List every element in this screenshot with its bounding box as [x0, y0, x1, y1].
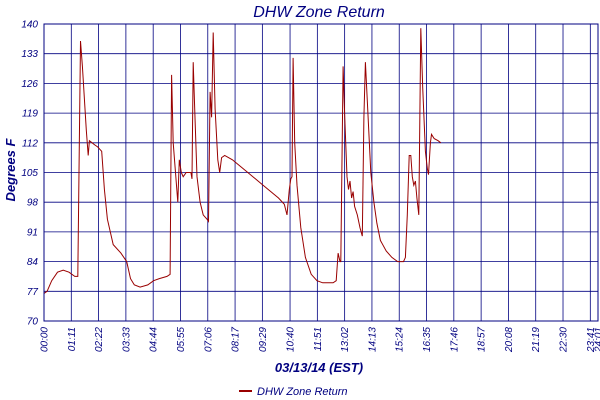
y-tick-label: 133 [21, 49, 38, 60]
y-tick-label: 91 [27, 227, 38, 238]
series-line [43, 28, 442, 294]
x-tick-label: 02:22 [94, 327, 105, 352]
y-axis-title: Degrees F [3, 138, 18, 202]
chart-title: DHW Zone Return [253, 4, 385, 21]
x-tick-label: 22:30 [559, 327, 570, 353]
x-tick-label: 16:35 [422, 327, 433, 352]
legend: DHW Zone Return [239, 386, 347, 398]
legend-label: DHW Zone Return [257, 386, 347, 398]
y-tick-label: 112 [22, 138, 38, 149]
x-tick-label: 07:06 [203, 327, 214, 352]
x-tick-label: 15:24 [395, 327, 406, 352]
x-tick-label: 21:19 [531, 327, 542, 353]
x-tick-label: 17:46 [449, 327, 460, 352]
y-tick-label: 84 [27, 257, 39, 268]
x-axis-ticks: 00:00 01:11 02:22 03:33 04:44 05:55 07:06 08:17… [40, 327, 600, 353]
y-tick-label: 119 [22, 109, 38, 120]
y-tick-label: 98 [27, 198, 39, 209]
x-tick-label: 04:44 [149, 327, 160, 352]
y-tick-label: 126 [21, 79, 38, 90]
x-tick-label: 13:02 [340, 327, 351, 352]
x-tick-label: 11:51 [313, 327, 324, 351]
x-tick-label: 20:08 [504, 327, 515, 353]
x-tick-label: 05:55 [176, 327, 187, 352]
x-tick-label: 14:13 [367, 327, 378, 352]
x-tick-label: 09:29 [258, 327, 269, 352]
y-tick-label: 140 [21, 20, 38, 31]
y-tick-label: 105 [21, 168, 38, 179]
y-tick-label: 77 [27, 287, 39, 298]
x-axis-title: 03/13/14 (EST) [275, 360, 363, 375]
x-tick-label: 23:41 [586, 327, 597, 353]
x-tick-label: 18:57 [477, 327, 488, 352]
x-tick-label: 01:11 [67, 327, 78, 351]
y-axis-ticks: 70 77 84 91 98 105 112 119 126 133 140 [21, 20, 38, 328]
x-tick-label: 08:17 [231, 327, 242, 352]
plot-frame [43, 23, 599, 322]
x-tick-label: 03:33 [121, 327, 132, 352]
x-tick-label: 10:40 [286, 327, 297, 352]
x-tick-label: 00:00 [40, 327, 51, 352]
grid [43, 23, 599, 322]
x-tick-label: 24:01 [594, 327, 600, 353]
y-tick-label: 70 [27, 317, 39, 328]
